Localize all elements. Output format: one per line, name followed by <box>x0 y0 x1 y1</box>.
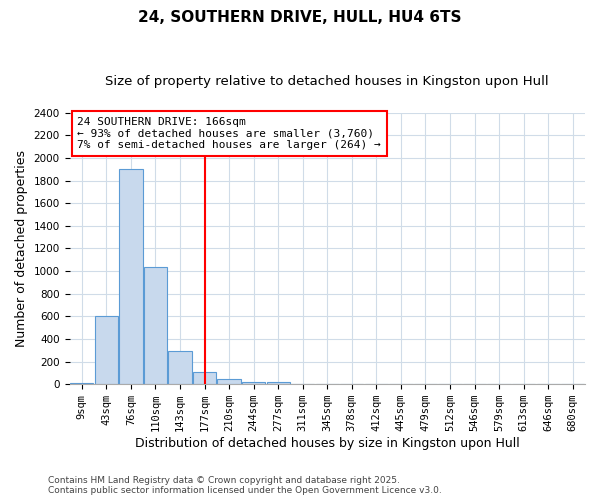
Text: 24 SOUTHERN DRIVE: 166sqm
← 93% of detached houses are smaller (3,760)
7% of sem: 24 SOUTHERN DRIVE: 166sqm ← 93% of detac… <box>77 117 381 150</box>
Bar <box>144 266 167 384</box>
Y-axis label: Number of detached properties: Number of detached properties <box>15 150 28 347</box>
Bar <box>193 372 216 384</box>
Bar <box>217 379 241 384</box>
Text: Contains HM Land Registry data © Crown copyright and database right 2025.
Contai: Contains HM Land Registry data © Crown c… <box>48 476 442 495</box>
Bar <box>119 170 143 384</box>
Title: Size of property relative to detached houses in Kingston upon Hull: Size of property relative to detached ho… <box>106 75 549 88</box>
Bar <box>242 382 265 384</box>
Bar <box>266 382 290 384</box>
Bar <box>95 316 118 384</box>
X-axis label: Distribution of detached houses by size in Kingston upon Hull: Distribution of detached houses by size … <box>135 437 520 450</box>
Bar <box>70 382 94 384</box>
Bar <box>169 352 191 384</box>
Text: 24, SOUTHERN DRIVE, HULL, HU4 6TS: 24, SOUTHERN DRIVE, HULL, HU4 6TS <box>138 10 462 25</box>
